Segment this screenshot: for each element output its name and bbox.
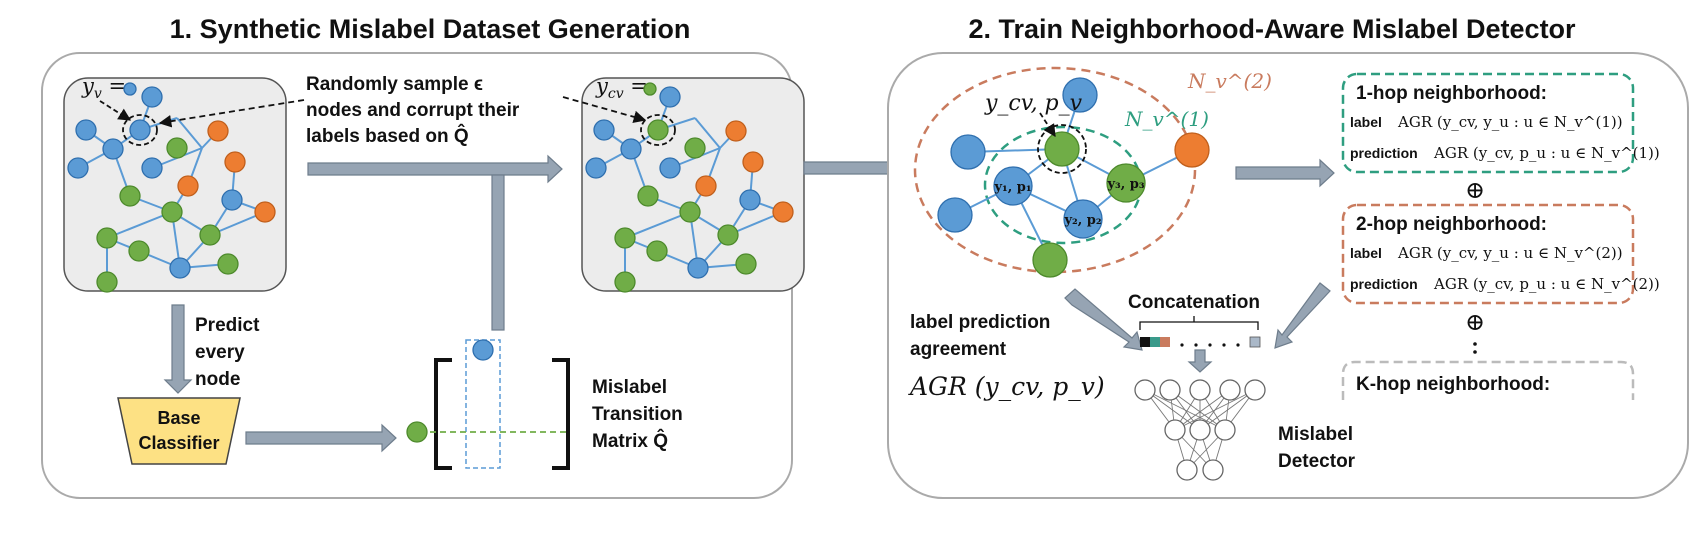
n2-ring [913, 66, 1197, 274]
hop1-label-formula: AGR (y_cv, y_u : u ∈ N_v^(1)) [1397, 113, 1623, 131]
oplus-2: ⊕ [1465, 308, 1485, 336]
agreement-line2: agreement [910, 339, 1007, 360]
matrix-line2: Transition [592, 404, 683, 425]
sample-text-line1: Randomly sample ϵ [306, 74, 483, 95]
hop1-pred-key: prediction [1350, 145, 1418, 161]
to-hop-arrow [1235, 158, 1335, 188]
matrix-line3: Matrix Q̂ [592, 430, 668, 452]
mislabel-detector-network [1134, 379, 1266, 481]
center-node-pointer [1039, 112, 1056, 138]
sample-pointer-arrow [158, 99, 305, 128]
node-label-2: y₂, p₂ [1063, 213, 1101, 228]
oplus-1: ⊕ [1465, 176, 1485, 204]
selected-node-ring [122, 114, 158, 146]
transition-matrix [406, 339, 570, 470]
hop2-pred-key: prediction [1350, 276, 1418, 292]
concatenation-label: Concatenation [1128, 292, 1260, 313]
hop2-label-key: label [1350, 245, 1382, 261]
detector-line2: Detector [1278, 451, 1356, 472]
n2-label: N_v^(2) [1187, 69, 1272, 93]
concat-brace [1139, 316, 1259, 330]
agreement-line1: label prediction [910, 312, 1050, 333]
matrix-line1: Mislabel [592, 377, 667, 398]
vertical-dot-1 [1473, 342, 1477, 346]
original-graph [63, 77, 287, 293]
base-classifier-line1: Base [157, 408, 200, 428]
sample-text-line3: labels based on Q̂ [306, 125, 469, 147]
hopk-title: K-hop neighborhood: [1356, 374, 1550, 395]
section1-title: 1. Synthetic Mislabel Dataset Generation [170, 14, 691, 44]
corrupted-graph [581, 77, 805, 293]
graph-to-concat-arrow [1064, 288, 1143, 351]
hopk-box: K-hop neighborhood: [1341, 360, 1635, 400]
sample-text-line2: nodes and corrupt their [306, 100, 520, 121]
neighborhood-graph [913, 66, 1210, 278]
predict-line3: node [195, 369, 240, 390]
agreement-formula: AGR (y_cv, p_v) [908, 372, 1105, 401]
predict-line1: Predict [195, 315, 260, 336]
hop2-title: 2-hop neighborhood: [1356, 214, 1547, 235]
yv-label: yv = [81, 74, 126, 102]
predict-line2: every [195, 342, 245, 363]
hop-to-concat-arrow [1274, 282, 1331, 349]
base-classifier [117, 397, 241, 465]
hop2-pred-formula: AGR (y_cv, p_u : u ∈ N_v^(2)) [1433, 275, 1660, 293]
center-node-label: y_cv, p_v [984, 91, 1083, 116]
n1-label: N_v^(1) [1124, 107, 1209, 131]
node-label-3: y₃, p₃ [1106, 177, 1144, 192]
hop2-box: 2-hop neighborhood: label AGR (y_cv, y_u… [1341, 203, 1660, 305]
detector-line1: Mislabel [1278, 424, 1353, 445]
predict-arrow [163, 304, 193, 394]
feature-vector [1140, 336, 1261, 348]
node-label-1: y₁, p₁ [993, 180, 1031, 195]
hop1-title: 1-hop neighborhood: [1356, 83, 1547, 104]
matrix-to-arrow-connector [491, 174, 505, 331]
yv-color-dot [123, 82, 137, 96]
hop1-box: 1-hop neighborhood: label AGR (y_cv, y_u… [1341, 72, 1660, 174]
corrupt-arrow [307, 154, 563, 184]
concat-to-net-arrow [1187, 349, 1213, 373]
vertical-dot-2 [1473, 350, 1477, 354]
yv-pointer-arrow [99, 100, 132, 121]
hop2-label-formula: AGR (y_cv, y_u : u ∈ N_v^(2)) [1397, 244, 1623, 262]
base-classifier-line2: Classifier [138, 433, 219, 453]
classifier-to-matrix-arrow [245, 423, 397, 453]
hop1-pred-formula: AGR (y_cv, p_u : u ∈ N_v^(1)) [1433, 144, 1660, 162]
section2-title: 2. Train Neighborhood-Aware Mislabel Det… [968, 14, 1576, 44]
ycv-label: ycv = [595, 74, 648, 102]
hop1-label-key: label [1350, 114, 1382, 130]
ycv-color-dot [643, 82, 657, 96]
ycv-pointer-arrow [562, 96, 647, 124]
